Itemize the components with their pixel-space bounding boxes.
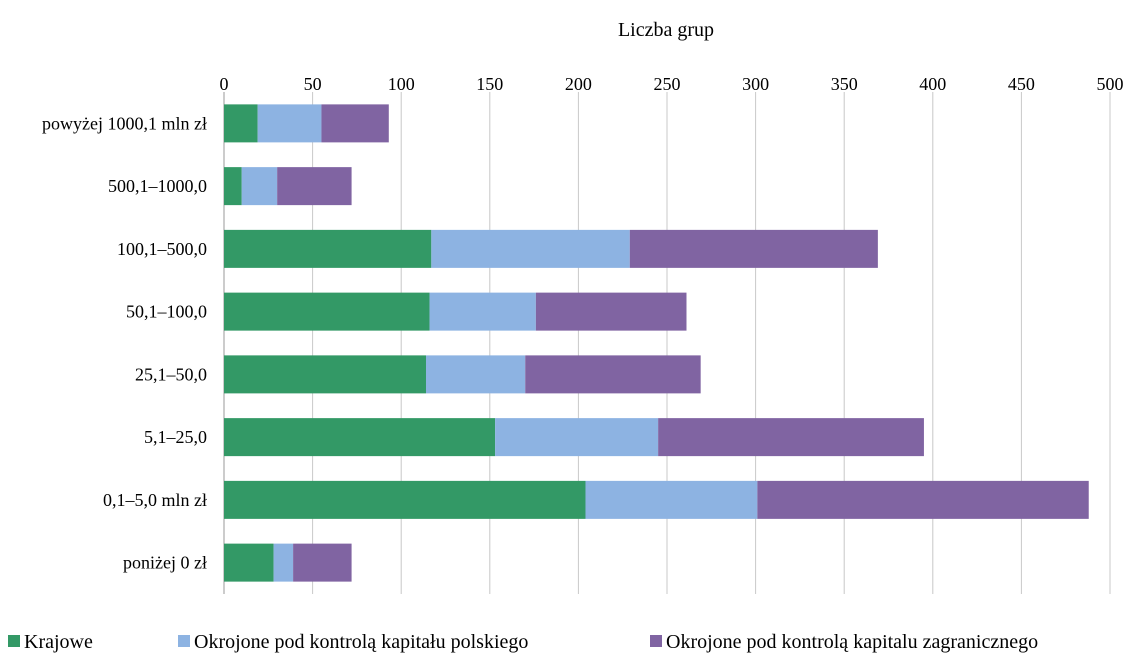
legend-item-foreign-capital: Okrojone pod kontrolą kapitalu zagranicz… <box>650 630 1038 654</box>
y-category-label: 100,1–500,0 <box>117 239 207 259</box>
bar-segment-7-0 <box>224 543 274 582</box>
y-category-label: 25,1–50,0 <box>135 364 207 384</box>
legend-item-polish-capital: Okrojone pod kontrolą kapitału polskiego <box>178 630 528 654</box>
x-axis-ticks: 0 50 100 150 200 250 300 350 400 450 500 <box>220 74 1124 94</box>
bar-segment-4-0 <box>224 355 427 394</box>
legend-label-krajowe: Krajowe <box>24 631 93 653</box>
bar-segment-7-1 <box>273 543 294 582</box>
bar-segment-1-1 <box>241 167 278 206</box>
legend: Krajowe Okrojone pod kontrolą kapitału p… <box>0 630 1129 658</box>
x-tick-label: 150 <box>476 74 503 94</box>
bar-segment-0-1 <box>257 104 322 143</box>
legend-swatch-foreign-capital <box>650 635 662 647</box>
bar-segment-5-0 <box>224 418 496 457</box>
bar-segment-6-2 <box>757 480 1089 519</box>
bar-segment-3-1 <box>429 292 536 331</box>
y-category-label: poniżej 0 zł <box>123 553 207 573</box>
chart: Liczba grup 0 50 100 150 200 250 300 350 400 450 5… <box>42 19 1124 594</box>
legend-item-krajowe: Krajowe <box>8 630 93 654</box>
y-category-label: 500,1–1000,0 <box>108 176 207 196</box>
x-tick-label: 100 <box>388 74 415 94</box>
bar-segment-0-0 <box>224 104 258 143</box>
bar-segment-5-2 <box>658 418 924 457</box>
x-tick-label: 50 <box>304 74 322 94</box>
bar-segment-4-1 <box>426 355 526 394</box>
bar-segment-2-0 <box>224 229 432 268</box>
x-tick-label: 250 <box>654 74 681 94</box>
x-tick-label: 200 <box>565 74 592 94</box>
legend-swatch-krajowe <box>8 635 20 647</box>
bar-segment-6-0 <box>224 480 586 519</box>
x-tick-label: 450 <box>1008 74 1035 94</box>
legend-label-foreign-capital: Okrojone pod kontrolą kapitalu zagranicz… <box>666 631 1039 653</box>
bar-segment-3-2 <box>535 292 687 331</box>
legend-swatch-polish-capital <box>178 635 190 647</box>
legend-label-polish-capital: Okrojone pod kontrolą kapitału polskiego <box>194 631 529 653</box>
bar-segment-0-2 <box>321 104 389 143</box>
x-tick-label: 500 <box>1097 74 1124 94</box>
bars <box>224 104 1089 582</box>
bar-segment-1-2 <box>277 167 352 206</box>
bar-segment-1-0 <box>224 167 242 206</box>
bar-segment-3-0 <box>224 292 430 331</box>
bar-segment-6-1 <box>585 480 758 519</box>
x-tick-label: 0 <box>220 74 229 94</box>
x-tick-label: 400 <box>919 74 946 94</box>
bar-segment-7-2 <box>293 543 352 582</box>
y-category-label: 0,1–5,0 mln zł <box>103 490 207 510</box>
y-category-label: powyżej 1000,1 mln zł <box>42 113 207 133</box>
bar-segment-2-1 <box>431 229 630 268</box>
y-axis-labels: powyżej 1000,1 mln zł 500,1–1000,0 100,1–5… <box>42 113 207 572</box>
x-tick-label: 350 <box>831 74 858 94</box>
bar-segment-2-2 <box>629 229 878 268</box>
x-tick-label: 300 <box>742 74 769 94</box>
bar-segment-5-1 <box>495 418 659 457</box>
y-category-label: 5,1–25,0 <box>144 427 207 447</box>
y-category-label: 50,1–100,0 <box>126 302 207 322</box>
bar-segment-4-2 <box>525 355 701 394</box>
chart-title: Liczba grup <box>618 19 714 41</box>
